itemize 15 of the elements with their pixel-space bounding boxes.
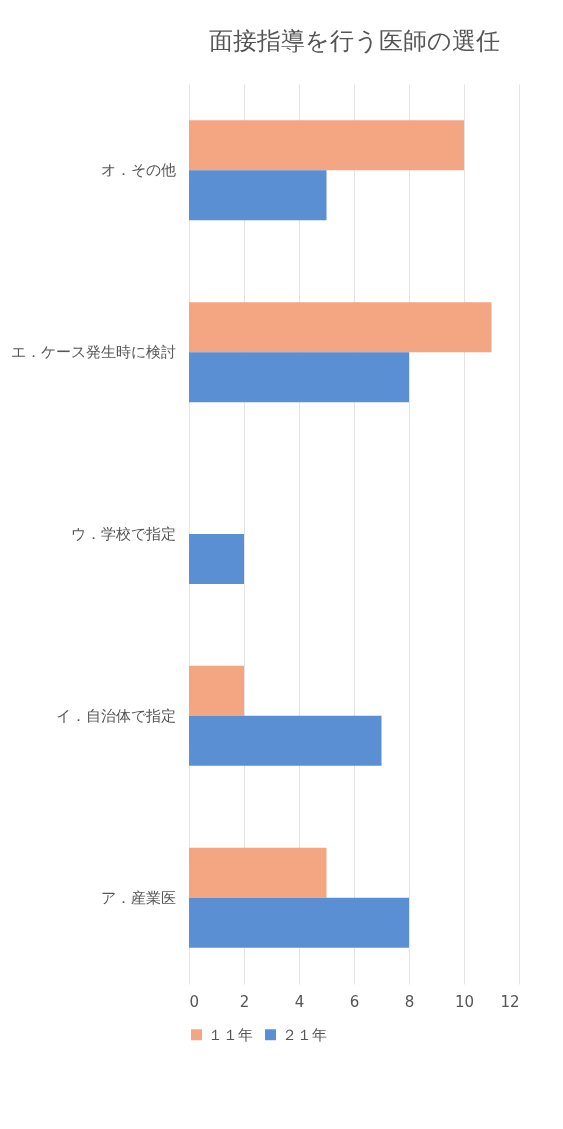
x-tick-label: 6 <box>349 992 360 1011</box>
x-tick-label: 12 <box>500 992 520 1011</box>
x-tick-label: 2 <box>239 992 250 1011</box>
y-tick-label: ア．産業医 <box>100 888 176 907</box>
y-tick-label: エ．ケース発生時に検討 <box>10 343 176 362</box>
y-tick-label: オ．その他 <box>100 161 176 180</box>
x-tick-label: 8 <box>404 992 415 1011</box>
x-tick-label: 10 <box>454 992 475 1011</box>
chart-title: 面接指導を行う医師の選任 <box>208 27 500 55</box>
x-tick-label: 4 <box>294 992 305 1011</box>
y-tick-label: ウ．学校で指定 <box>70 525 176 543</box>
legend-label: １１年 <box>208 1025 253 1044</box>
x-tick-label: 0 <box>189 992 200 1011</box>
y-tick-label: イ．自治体で指定 <box>55 706 176 725</box>
legend-label: ２１年 <box>282 1025 327 1044</box>
